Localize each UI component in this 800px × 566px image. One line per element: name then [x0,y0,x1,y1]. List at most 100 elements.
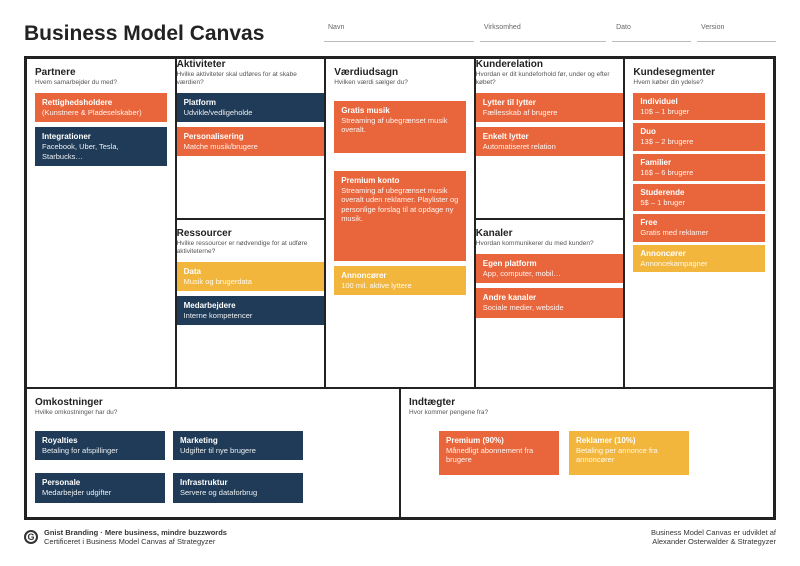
cards-value: Gratis musikStreaming af ubegrænset musi… [334,101,466,300]
card-title: Gratis musik [341,106,459,116]
card-title: Rettighedsholdere [42,98,160,108]
card-desc: Interne kompetencer [184,311,253,320]
card-title: Free [640,218,758,228]
section-title: Omkostninger [35,397,391,408]
cards-relations: Lytter til lytterFællesskab af brugere En… [476,93,624,157]
card-desc: Fællesskab af brugere [483,108,558,117]
cards-resources: DataMusik og brugerdata MedarbejdereInter… [177,262,325,326]
section-title: Værdiudsagn [334,67,466,78]
meta-field[interactable]: Virksomhed [480,22,606,42]
section-partners: Partnere Hvem samarbejder du med? Rettig… [26,58,176,388]
card-title: Lytter til lytter [483,98,617,108]
meta-fields: Navn Virksomhed Dato Version [324,22,776,42]
card: IntegrationerFacebook, Uber, Tesla, Star… [35,127,167,166]
footer-right-2: Alexander Osterwalder & Strategyzer [651,537,776,546]
card-title: Studerende [640,188,758,198]
meta-field[interactable]: Dato [612,22,691,42]
cards-costs: RoyaltiesBetaling for afspillinger Market… [35,431,391,508]
cards-segments: Individuel10$ – 1 bruger Duo13$ – 2 bruge… [633,93,765,275]
page-title: Business Model Canvas [24,22,324,46]
card: PlatformUdvikle/vedligeholde [177,93,325,122]
card: Premium (90%)Månedligt abonnement fra br… [439,431,559,475]
card-title: Familier [640,158,758,168]
card-title: Reklamer (10%) [576,436,682,446]
section-title: Kunderelation [476,59,624,70]
card-desc: Gratis med reklamer [640,228,708,237]
card-desc: 5$ – 1 bruger [640,198,685,207]
card-title: Marketing [180,436,296,446]
section-sub: Hvilke omkostninger har du? [35,409,391,417]
card-desc: Månedligt abonnement fra brugere [446,446,533,464]
card-title: Egen platform [483,259,617,269]
card-title: Premium (90%) [446,436,552,446]
section-costs: Omkostninger Hvilke omkostninger har du?… [26,388,400,518]
card-title: Annoncører [640,249,758,259]
card: Annoncører100 mil. aktive lyttere [334,266,466,295]
card: AnnoncørerAnnoncekampagner [633,245,765,272]
card: MedarbejdereInterne kompetencer [177,296,325,325]
card-desc: Automatiseret relation [483,142,556,151]
card-title: Personalisering [184,132,318,142]
card-desc: Betaling for afspillinger [42,446,118,455]
card: DataMusik og brugerdata [177,262,325,291]
section-sub: Hvilke ressourcer er nødvendige for at u… [177,240,325,256]
card: Enkelt lytterAutomatiseret relation [476,127,624,156]
section-title: Kundesegmenter [633,67,765,78]
card: Duo13$ – 2 brugere [633,123,765,150]
section-sub: Hvor kommer pengene fra? [409,409,765,417]
cards-revenue: Premium (90%)Månedligt abonnement fra br… [409,431,765,480]
card: Premium kontoStreaming af ubegrænset mus… [334,171,466,261]
section-segments: Kundesegmenter Hvem køber din ydelse? In… [624,58,774,388]
card: Gratis musikStreaming af ubegrænset musi… [334,101,466,153]
section-sub: Hvordan er dit kundeforhold før, under o… [476,71,624,87]
section-activities-resources: Aktiviteter Hvilke aktiviteter skal udfø… [176,58,326,388]
card-title: Annoncører [341,271,459,281]
logo-icon: G [24,530,38,544]
section-sub: Hvem køber din ydelse? [633,79,765,87]
card-desc: 100 mil. aktive lyttere [341,281,411,290]
card: Familier16$ – 6 brugere [633,154,765,181]
section-title: Indtægter [409,397,765,408]
card: FreeGratis med reklamer [633,214,765,241]
card: RoyaltiesBetaling for afspillinger [35,431,165,460]
card-desc: 10$ – 1 bruger [640,107,689,116]
card-desc: Musik og brugerdata [184,277,252,286]
footer-right-1: Business Model Canvas er udviklet af [651,528,776,537]
card-title: Royalties [42,436,158,446]
section-sub: Hvilken værdi sælger du? [334,79,466,87]
card: PersonaliseringMatche musik/brugere [177,127,325,156]
section-title: Partnere [35,67,167,78]
section-revenue: Indtægter Hvor kommer pengene fra? Premi… [400,388,774,518]
card: Andre kanalerSociale medier, webside [476,288,624,317]
card-title: Andre kanaler [483,293,617,303]
cards-activities: PlatformUdvikle/vedligeholde Personaliser… [177,93,325,157]
footer: G Gnist Branding · Mere business, mindre… [24,528,776,546]
card-desc: Udvikle/vedligeholde [184,108,253,117]
section-title: Aktiviteter [177,59,325,70]
card: InfrastrukturServere og dataforbrug [173,473,303,502]
section-sub: Hvem samarbejder du med? [35,79,167,87]
card-title: Premium konto [341,176,459,186]
card: PersonaleMedarbejder udgifter [35,473,165,502]
card-desc: Udgifter til nye brugere [180,446,256,455]
card: Individuel10$ – 1 bruger [633,93,765,120]
card-desc: 16$ – 6 brugere [640,168,693,177]
meta-field[interactable]: Version [697,22,776,42]
card-desc: App, computer, mobil… [483,269,561,278]
card-desc: Streaming af ubegrænset musik overalt. [341,116,447,134]
section-sub: Hvordan kommunikerer du med kunden? [476,240,624,248]
card: Reklamer (10%)Betaling per annonce fra a… [569,431,689,475]
cards-partners: Rettighedsholdere(Kunstnere & Pladeselsk… [35,93,167,171]
footer-left-bold: Gnist Branding · Mere business, mindre b… [44,528,227,537]
card-title: Data [184,267,318,277]
card-title: Personale [42,478,158,488]
card-desc: Betaling per annonce fra annoncører [576,446,658,464]
card-title: Infrastruktur [180,478,296,488]
card-title: Platform [184,98,318,108]
meta-field[interactable]: Navn [324,22,474,42]
section-value: Værdiudsagn Hvilken værdi sælger du? Gra… [325,58,475,388]
card-desc: Annoncekampagner [640,259,707,268]
card-title: Duo [640,127,758,137]
card-title: Integrationer [42,132,160,142]
cards-channels: Egen platformApp, computer, mobil… Andre … [476,254,624,318]
